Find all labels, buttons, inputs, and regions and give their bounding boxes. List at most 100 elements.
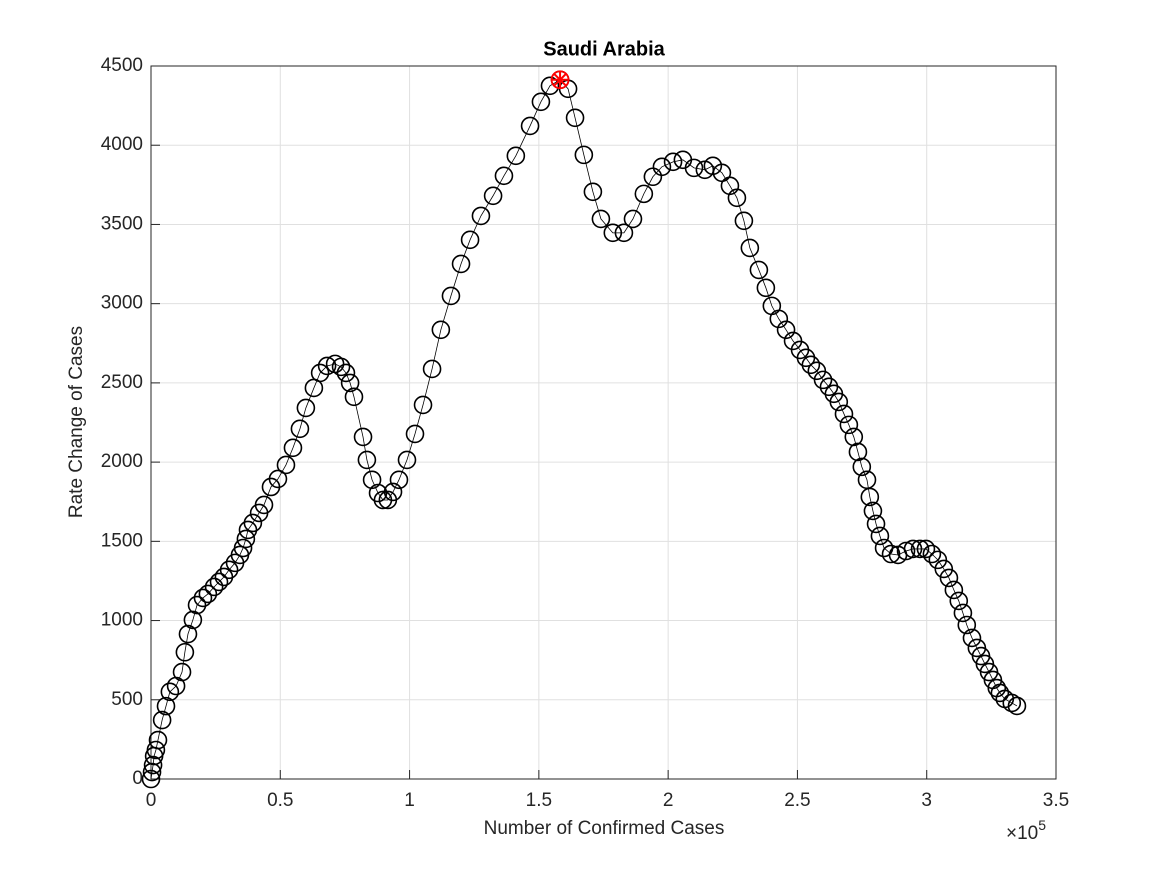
marker <box>928 550 948 570</box>
marker <box>254 495 274 515</box>
marker <box>860 487 880 507</box>
marker <box>340 373 360 393</box>
marker <box>276 455 296 475</box>
x-tick-label: 2 <box>663 790 674 811</box>
marker <box>362 470 382 490</box>
marker <box>614 223 634 243</box>
marker <box>684 158 704 178</box>
marker <box>160 682 180 702</box>
marker <box>834 404 854 424</box>
marker <box>451 254 471 274</box>
x-axis-label: Number of Confirmed Cases <box>484 818 725 839</box>
marker <box>413 395 433 415</box>
marker <box>175 642 195 662</box>
marker <box>863 501 883 521</box>
marker <box>152 710 172 730</box>
marker <box>663 152 683 172</box>
marker <box>405 424 425 444</box>
y-tick-label: 0 <box>132 768 143 789</box>
marker <box>870 526 890 546</box>
marker <box>268 469 288 489</box>
marker <box>172 662 192 682</box>
marker <box>204 577 224 597</box>
marker <box>422 359 442 379</box>
marker <box>916 539 936 559</box>
marker <box>953 603 973 623</box>
y-tick-label: 2500 <box>101 372 143 393</box>
marker <box>565 108 585 128</box>
marker <box>219 560 239 580</box>
marker <box>331 357 351 377</box>
marker <box>957 615 977 635</box>
x-tick-label: 3 <box>921 790 932 811</box>
marker <box>829 392 849 412</box>
marker <box>143 755 163 775</box>
marker <box>344 387 364 407</box>
marker <box>881 544 901 564</box>
marker <box>193 588 213 608</box>
y-tick-label: 3500 <box>101 213 143 234</box>
marker <box>574 145 594 165</box>
marker <box>283 438 303 458</box>
marker <box>852 457 872 477</box>
marker <box>310 363 330 383</box>
marker <box>944 580 964 600</box>
marker <box>583 182 603 202</box>
marker <box>290 419 310 439</box>
marker <box>353 427 373 447</box>
x-multiplier: ×105 <box>1006 817 1046 844</box>
marker <box>397 450 417 470</box>
marker <box>243 513 263 533</box>
y-axis-label: Rate Change of Cases <box>66 326 87 518</box>
x-multiplier-exponent: 5 <box>1038 817 1046 833</box>
y-tick-label: 2000 <box>101 451 143 472</box>
x-tick-label: 1 <box>404 790 415 811</box>
marker <box>178 624 198 644</box>
y-tick-label: 1500 <box>101 530 143 551</box>
y-tick-label: 1000 <box>101 610 143 631</box>
marker <box>389 470 409 490</box>
marker <box>357 450 377 470</box>
marker <box>903 539 923 559</box>
y-tick-label: 4000 <box>101 134 143 155</box>
marker <box>769 309 789 329</box>
x-multiplier-base: ×10 <box>1006 823 1038 844</box>
marker <box>198 584 218 604</box>
marker <box>141 769 161 789</box>
x-tick-label: 0.5 <box>267 790 293 811</box>
marker <box>148 730 168 750</box>
marker <box>156 696 176 716</box>
marker <box>813 370 833 390</box>
peak-marker <box>550 70 570 90</box>
marker <box>634 184 654 204</box>
marker <box>896 541 916 561</box>
marker <box>431 320 451 340</box>
y-tick-label: 3000 <box>101 293 143 314</box>
axes-box <box>150 65 1057 780</box>
marker <box>623 209 643 229</box>
marker <box>209 572 229 592</box>
marker <box>734 211 754 231</box>
marker <box>483 186 503 206</box>
marker <box>236 529 256 549</box>
marker <box>848 442 868 462</box>
marker <box>866 514 886 534</box>
marker <box>540 76 560 96</box>
marker <box>146 740 166 760</box>
marker <box>591 209 611 229</box>
x-tick-label: 0 <box>146 790 157 811</box>
marker <box>740 238 760 258</box>
y-tick-label: 4500 <box>101 55 143 76</box>
marker <box>531 92 551 112</box>
marker <box>949 591 969 611</box>
marker <box>839 415 859 435</box>
x-tick-label: 2.5 <box>784 790 810 811</box>
marker <box>652 157 672 177</box>
marker <box>603 223 623 243</box>
marker <box>910 539 930 559</box>
marker <box>187 595 207 615</box>
x-tick-label: 1.5 <box>526 790 552 811</box>
marker <box>506 146 526 166</box>
